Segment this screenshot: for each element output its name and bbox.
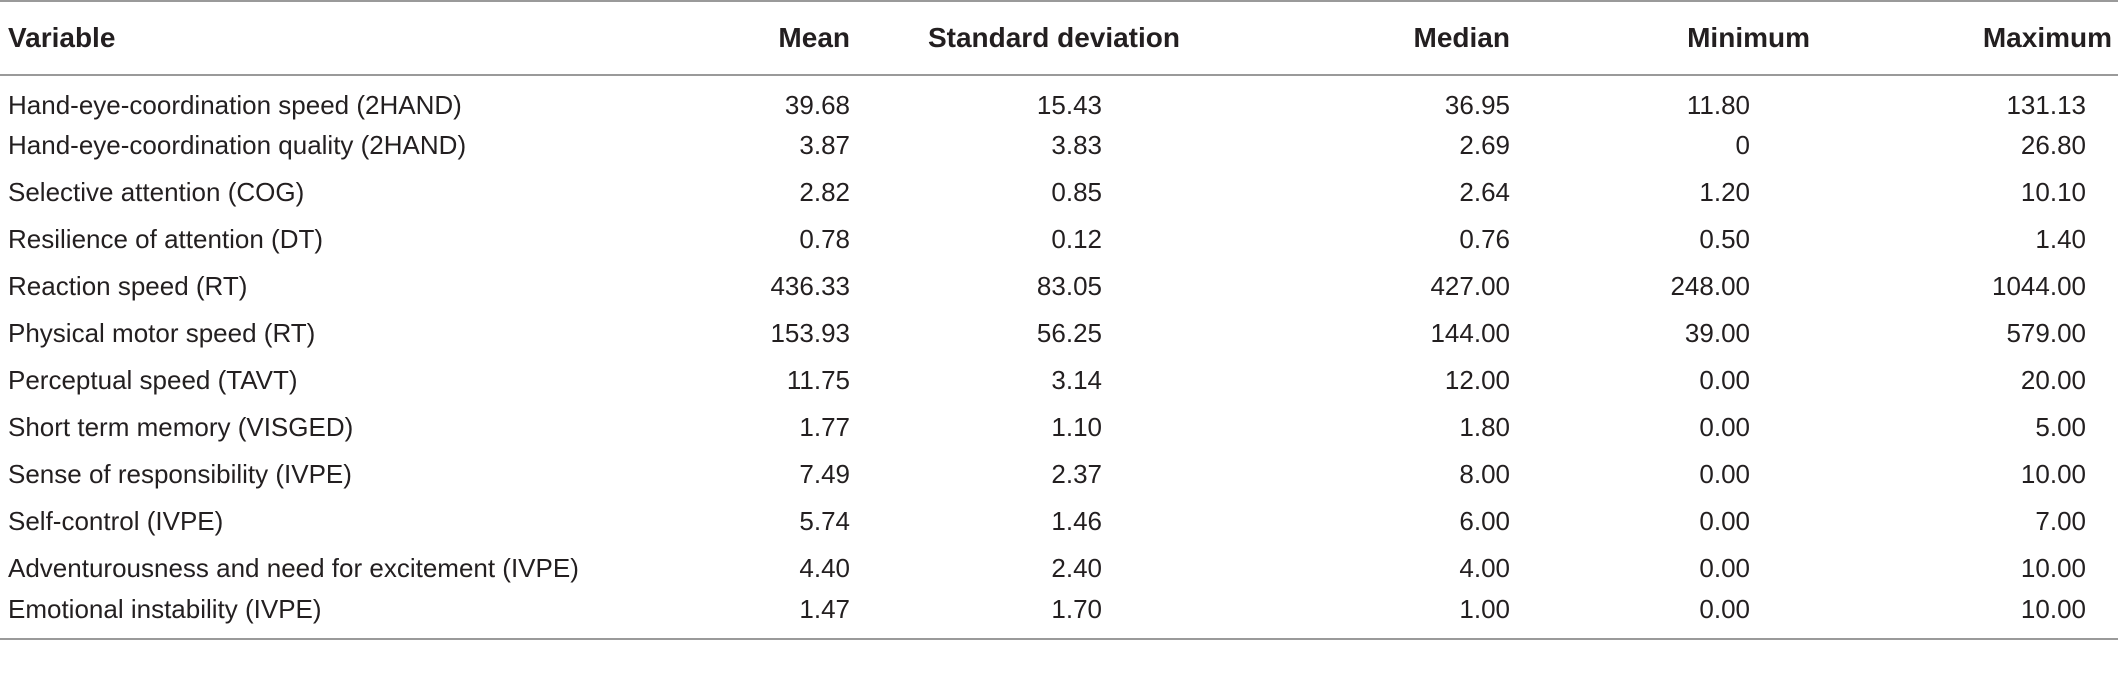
- table-row: Adventurousness and need for excitement …: [0, 545, 2118, 592]
- cell-minimum: 0.00: [1699, 553, 1750, 583]
- cell-maximum: 7.00: [2035, 506, 2086, 536]
- cell-mean: 39.68: [784, 89, 850, 120]
- table-row: Emotional instability (IVPE) 1.47 1.70 1.00…: [0, 592, 2118, 640]
- cell-minimum: 11.80: [1686, 89, 1750, 120]
- cell-variable: Sense of responsibility (IVPE): [8, 459, 352, 489]
- cell-median: 2.64: [1459, 177, 1510, 207]
- table-row: Hand-eye-coordination quality (2HAND) 3.8…: [0, 122, 2118, 169]
- cell-standard-deviation: 15.43: [1036, 89, 1102, 120]
- cell-median: 6.00: [1459, 506, 1510, 536]
- cell-mean: 0.78: [799, 224, 850, 254]
- header-median: Median: [1180, 0, 1510, 76]
- cell-standard-deviation: 1.46: [1051, 506, 1102, 536]
- cell-standard-deviation: 0.12: [1051, 224, 1102, 254]
- cell-standard-deviation: 0.85: [1051, 177, 1102, 207]
- cell-variable: Resilience of attention (DT): [8, 224, 324, 254]
- cell-mean: 11.75: [786, 365, 850, 395]
- cell-minimum: 39.00: [1684, 318, 1750, 348]
- table-row: Self-control (IVPE) 5.74 1.46 6.00 0.00 7.00: [0, 498, 2118, 545]
- cell-mean: 4.40: [799, 553, 850, 583]
- header-variable: Variable: [0, 0, 700, 76]
- cell-standard-deviation: 3.83: [1051, 130, 1102, 160]
- cell-maximum: 579.00: [2006, 318, 2086, 348]
- cell-standard-deviation: 2.37: [1051, 459, 1102, 489]
- cell-variable: Physical motor speed (RT): [8, 318, 316, 348]
- cell-mean: 5.74: [799, 506, 850, 536]
- table-row: Perceptual speed (TAVT) 11.75 3.14 12.00 0.0…: [0, 357, 2118, 404]
- table-row: Hand-eye-coordination speed (2HAND) 39.68…: [0, 75, 2118, 122]
- cell-maximum: 10.10: [2020, 177, 2086, 207]
- cell-minimum: 0.00: [1699, 506, 1750, 536]
- cell-mean: 436.33: [770, 271, 850, 301]
- cell-variable: Reaction speed (RT): [8, 271, 248, 301]
- cell-minimum: 0.50: [1699, 224, 1750, 254]
- cell-median: 8.00: [1459, 459, 1510, 489]
- descriptive-statistics-table: Variable Mean Standard deviation Median …: [0, 0, 2118, 640]
- descriptive-statistics-table-container: Variable Mean Standard deviation Median …: [0, 0, 2118, 640]
- cell-median: 4.00: [1459, 553, 1510, 583]
- table-row: Resilience of attention (DT) 0.78 0.12 0.76…: [0, 216, 2118, 263]
- table-body: Hand-eye-coordination speed (2HAND) 39.68…: [0, 75, 2118, 640]
- cell-standard-deviation: 3.14: [1051, 365, 1102, 395]
- cell-minimum: 0.00: [1510, 592, 1810, 640]
- cell-variable: Self-control (IVPE): [8, 506, 224, 536]
- cell-variable: Adventurousness and need for excitement …: [8, 553, 579, 583]
- cell-mean: 1.47: [700, 592, 850, 640]
- header-standard-deviation: Standard deviation: [850, 0, 1180, 76]
- cell-maximum: 10.00: [2020, 553, 2086, 583]
- cell-variable: Short term memory (VISGED): [8, 412, 354, 442]
- header-mean: Mean: [700, 0, 850, 76]
- header-minimum: Minimum: [1510, 0, 1810, 76]
- cell-median: 0.76: [1459, 224, 1510, 254]
- table-header: Variable Mean Standard deviation Median …: [0, 0, 2118, 76]
- table-row: Physical motor speed (RT) 153.93 56.25 144.…: [0, 310, 2118, 357]
- cell-maximum: 10.00: [2020, 459, 2086, 489]
- cell-maximum: 20.00: [2020, 365, 2086, 395]
- cell-minimum: 248.00: [1670, 271, 1750, 301]
- cell-maximum: 10.00: [1810, 592, 2118, 640]
- cell-median: 427.00: [1430, 271, 1510, 301]
- table-row: Reaction speed (RT) 436.33 83.05 427.00 248.…: [0, 263, 2118, 310]
- cell-variable: Perceptual speed (TAVT): [8, 365, 298, 395]
- cell-median: 2.69: [1459, 130, 1510, 160]
- cell-standard-deviation: 83.05: [1036, 271, 1102, 301]
- cell-standard-deviation: 2.40: [1051, 553, 1102, 583]
- cell-mean: 3.87: [799, 130, 850, 160]
- cell-variable: Hand-eye-coordination quality (2HAND): [8, 130, 467, 160]
- cell-variable: Hand-eye-coordination speed (2HAND): [8, 89, 462, 120]
- table-row: Short term memory (VISGED) 1.77 1.10 1.80 0.…: [0, 404, 2118, 451]
- cell-minimum: 0.00: [1699, 365, 1750, 395]
- cell-median: 1.00: [1180, 592, 1510, 640]
- cell-standard-deviation: 1.10: [1051, 412, 1102, 442]
- cell-variable: Selective attention (COG): [8, 177, 305, 207]
- cell-maximum: 131.13: [2006, 89, 2086, 120]
- cell-median: 36.95: [1444, 89, 1510, 120]
- cell-variable: Emotional instability (IVPE): [0, 592, 700, 640]
- cell-mean: 1.77: [799, 412, 850, 442]
- cell-minimum: 0: [1735, 130, 1750, 160]
- cell-median: 1.80: [1459, 412, 1510, 442]
- cell-standard-deviation: 56.25: [1036, 318, 1102, 348]
- cell-maximum: 1.40: [2035, 224, 2086, 254]
- cell-minimum: 1.20: [1699, 177, 1750, 207]
- cell-minimum: 0.00: [1699, 459, 1750, 489]
- cell-mean: 7.49: [799, 459, 850, 489]
- cell-median: 144.00: [1430, 318, 1510, 348]
- table-row: Selective attention (COG) 2.82 0.85 2.64 1.2…: [0, 169, 2118, 216]
- header-row: Variable Mean Standard deviation Median …: [0, 0, 2118, 76]
- cell-maximum: 1044.00: [1992, 271, 2086, 301]
- cell-minimum: 0.00: [1699, 412, 1750, 442]
- cell-mean: 153.93: [770, 318, 850, 348]
- cell-maximum: 5.00: [2035, 412, 2086, 442]
- table-row: Sense of responsibility (IVPE) 7.49 2.37 8.…: [0, 451, 2118, 498]
- cell-mean: 2.82: [799, 177, 850, 207]
- cell-standard-deviation: 1.70: [850, 592, 1180, 640]
- header-maximum: Maximum: [1810, 0, 2118, 76]
- cell-median: 12.00: [1444, 365, 1510, 395]
- cell-maximum: 26.80: [2020, 130, 2086, 160]
